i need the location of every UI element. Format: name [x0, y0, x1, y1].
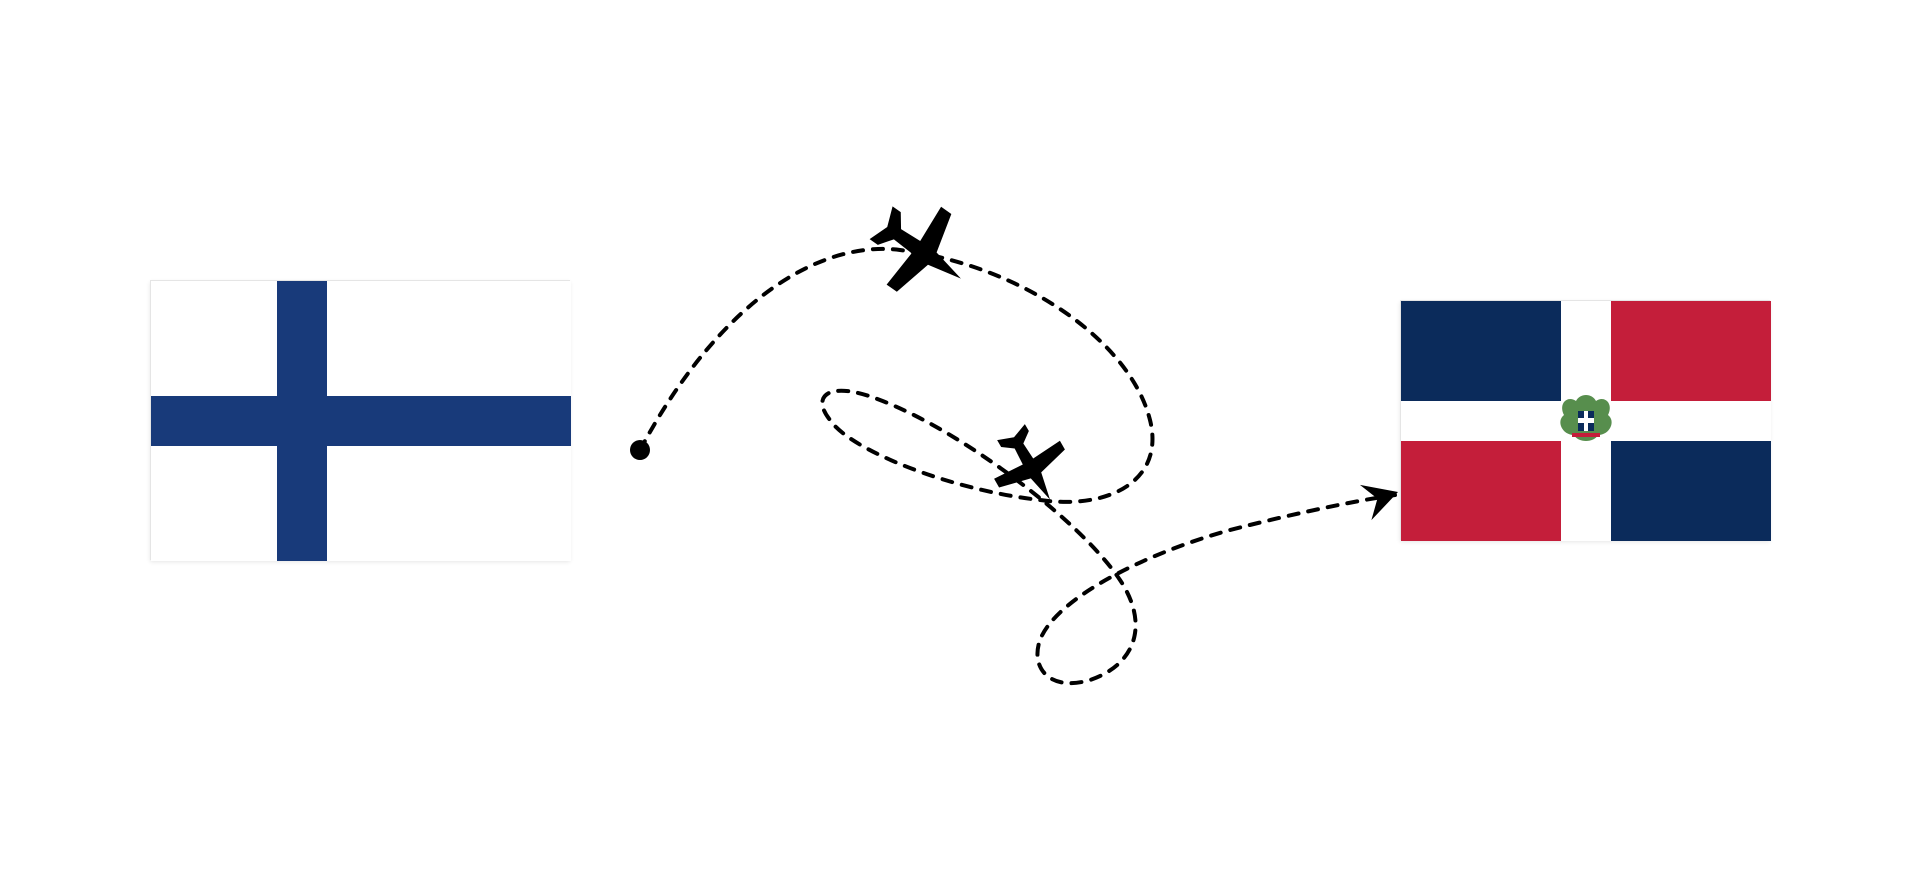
finland-flag-svg [151, 281, 571, 561]
dr-emblem-ribbon [1572, 433, 1600, 437]
route-dashed-path [640, 249, 1395, 683]
dr-quad-bottom-right [1611, 441, 1771, 541]
airplane-icon [978, 413, 1083, 519]
finland-cross-v [277, 281, 327, 561]
dr-flag-svg [1401, 301, 1771, 541]
route-start-dot [630, 440, 650, 460]
dr-quad-top-right [1611, 301, 1771, 401]
dr-quad-bottom-left [1401, 441, 1561, 541]
airplane-icon [854, 184, 988, 318]
destination-flag-dominican-republic [1400, 300, 1770, 540]
route-arrowhead [1360, 474, 1404, 520]
dr-quad-top-left [1401, 301, 1561, 401]
dr-emblem-shield-stripe-v [1584, 411, 1588, 431]
finland-cross-h [151, 396, 571, 446]
origin-flag-finland [150, 280, 570, 560]
